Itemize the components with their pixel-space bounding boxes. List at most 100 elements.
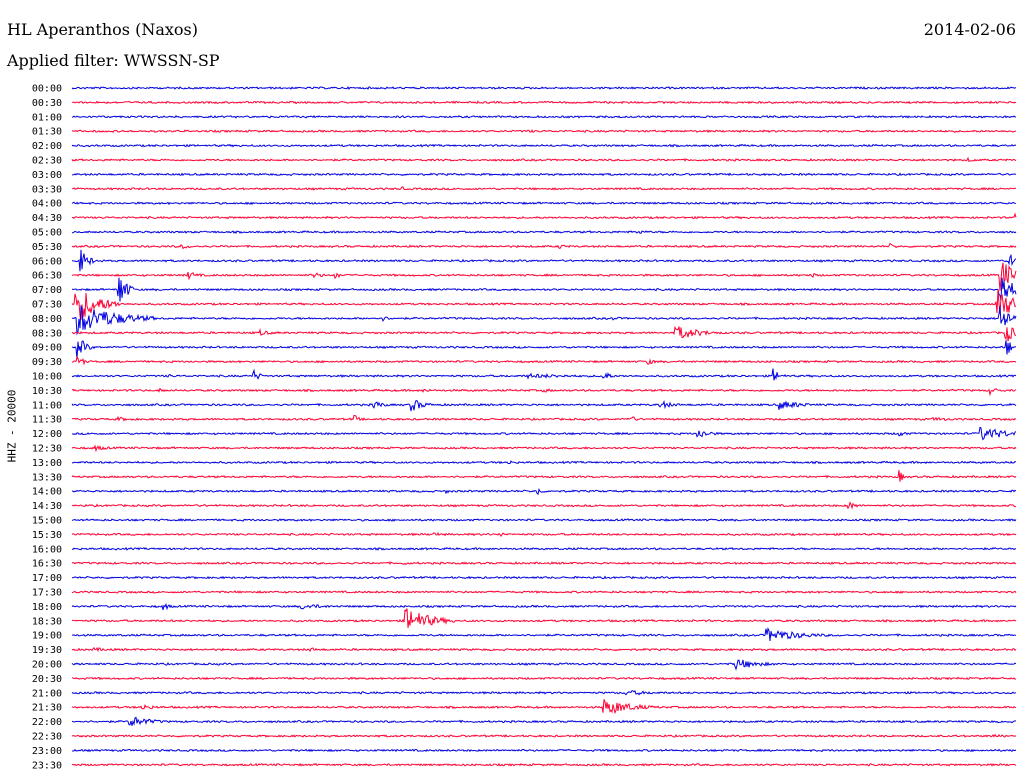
filter-label: Applied filter: WWSSN-SP bbox=[7, 51, 220, 71]
row-time-label: 19:00 bbox=[32, 631, 62, 642]
trace-row bbox=[71, 699, 1017, 715]
row-time-label: 12:30 bbox=[32, 444, 62, 455]
row-time-label: 02:30 bbox=[32, 156, 62, 167]
row-time-label: 04:30 bbox=[32, 213, 62, 224]
trace-row bbox=[71, 659, 1017, 671]
row-time-label: 01:30 bbox=[32, 127, 62, 138]
row-time-label: 22:00 bbox=[32, 717, 62, 728]
record-date: 2014-02-06 bbox=[923, 20, 1016, 39]
row-time-label: 09:30 bbox=[32, 357, 62, 368]
row-time-label: 00:30 bbox=[32, 98, 62, 109]
trace-row bbox=[71, 470, 1017, 482]
trace-row bbox=[71, 762, 1017, 767]
trace-row bbox=[71, 626, 1017, 641]
row-time-label: 03:00 bbox=[32, 170, 62, 181]
row-time-label: 20:30 bbox=[32, 674, 62, 685]
trace-row bbox=[71, 444, 1017, 453]
trace-row bbox=[71, 129, 1017, 134]
trace-row bbox=[71, 676, 1017, 681]
trace-row bbox=[72, 230, 1017, 235]
row-time-label: 03:30 bbox=[32, 184, 62, 195]
trace-row bbox=[71, 249, 1017, 272]
row-time-label: 18:00 bbox=[32, 602, 62, 613]
row-time-label: 12:00 bbox=[32, 429, 62, 440]
row-time-label: 16:30 bbox=[32, 559, 62, 570]
row-time-label: 23:30 bbox=[32, 760, 62, 771]
row-time-label: 10:00 bbox=[32, 372, 62, 383]
trace-row bbox=[71, 355, 1017, 366]
trace-row bbox=[71, 399, 1017, 412]
row-time-label: 08:30 bbox=[32, 328, 62, 339]
trace-row bbox=[71, 387, 1017, 397]
trace-row bbox=[71, 212, 1017, 220]
row-time-label: 23:00 bbox=[32, 746, 62, 757]
filter-prefix: Applied filter: bbox=[7, 51, 119, 70]
trace-row bbox=[71, 488, 1017, 496]
row-time-label: 11:00 bbox=[32, 400, 62, 411]
row-time-label: 05:30 bbox=[32, 242, 62, 253]
trace-row bbox=[71, 546, 1017, 551]
row-time-label: 06:30 bbox=[32, 271, 62, 282]
filter-name: WWSSN-SP bbox=[123, 51, 220, 70]
trace-row bbox=[71, 325, 1017, 342]
row-time-label: 01:00 bbox=[32, 112, 62, 123]
row-time-label: 08:00 bbox=[32, 314, 62, 325]
trace-row bbox=[71, 690, 1017, 696]
trace-row bbox=[71, 414, 1017, 422]
trace-row bbox=[71, 86, 1017, 91]
trace-row bbox=[71, 156, 1017, 162]
trace-row bbox=[71, 304, 1017, 336]
trace-row bbox=[71, 733, 1017, 738]
row-time-label: 14:30 bbox=[32, 501, 62, 512]
trace-row bbox=[71, 602, 1017, 611]
trace-row bbox=[71, 340, 1017, 359]
trace-row bbox=[71, 426, 1017, 441]
trace-row bbox=[71, 590, 1017, 594]
trace-row bbox=[71, 143, 1017, 148]
row-time-label: 11:30 bbox=[32, 415, 62, 426]
row-time-label: 21:00 bbox=[32, 688, 62, 699]
trace-row bbox=[71, 501, 1017, 510]
trace-row bbox=[71, 518, 1017, 522]
row-time-label: 05:00 bbox=[32, 228, 62, 239]
row-time-label: 13:00 bbox=[32, 458, 62, 469]
trace-row bbox=[71, 608, 1017, 628]
row-time-label: 02:00 bbox=[32, 141, 62, 152]
trace-row bbox=[71, 100, 1017, 105]
trace-row bbox=[71, 172, 1017, 177]
trace-row bbox=[71, 114, 1017, 119]
trace-row bbox=[71, 289, 1017, 321]
trace-row bbox=[71, 716, 1017, 726]
row-time-label: 21:30 bbox=[32, 703, 62, 714]
row-time-label: 17:30 bbox=[32, 588, 62, 599]
row-time-label: 22:30 bbox=[32, 732, 62, 743]
row-time-label: 07:30 bbox=[32, 300, 62, 311]
row-time-label: 13:30 bbox=[32, 472, 62, 483]
trace-row bbox=[71, 460, 1017, 465]
row-time-label: 09:00 bbox=[32, 343, 62, 354]
row-time-label: 19:30 bbox=[32, 645, 62, 656]
row-time-label: 10:30 bbox=[32, 386, 62, 397]
trace-row bbox=[71, 368, 1017, 381]
trace-row bbox=[71, 561, 1017, 566]
row-time-label: 17:00 bbox=[32, 573, 62, 584]
row-time-label: 16:00 bbox=[32, 544, 62, 555]
row-time-label: 15:30 bbox=[32, 530, 62, 541]
row-time-label: 06:00 bbox=[32, 256, 62, 267]
trace-row bbox=[71, 242, 1017, 250]
trace-row bbox=[71, 186, 1017, 191]
row-time-label: 07:00 bbox=[32, 285, 62, 296]
trace-row bbox=[71, 277, 1017, 302]
row-time-label: 20:00 bbox=[32, 660, 62, 671]
row-time-label: 00:00 bbox=[32, 84, 62, 95]
station-title: HL Aperanthos (Naxos) bbox=[7, 20, 198, 39]
trace-row bbox=[71, 575, 1017, 580]
trace-row bbox=[71, 646, 1017, 653]
row-time-label: 15:00 bbox=[32, 516, 62, 527]
trace-row bbox=[71, 201, 1017, 206]
row-time-label: 14:00 bbox=[32, 487, 62, 498]
row-time-label: 04:00 bbox=[32, 199, 62, 210]
trace-row bbox=[71, 748, 1017, 753]
trace-row bbox=[71, 262, 1017, 291]
